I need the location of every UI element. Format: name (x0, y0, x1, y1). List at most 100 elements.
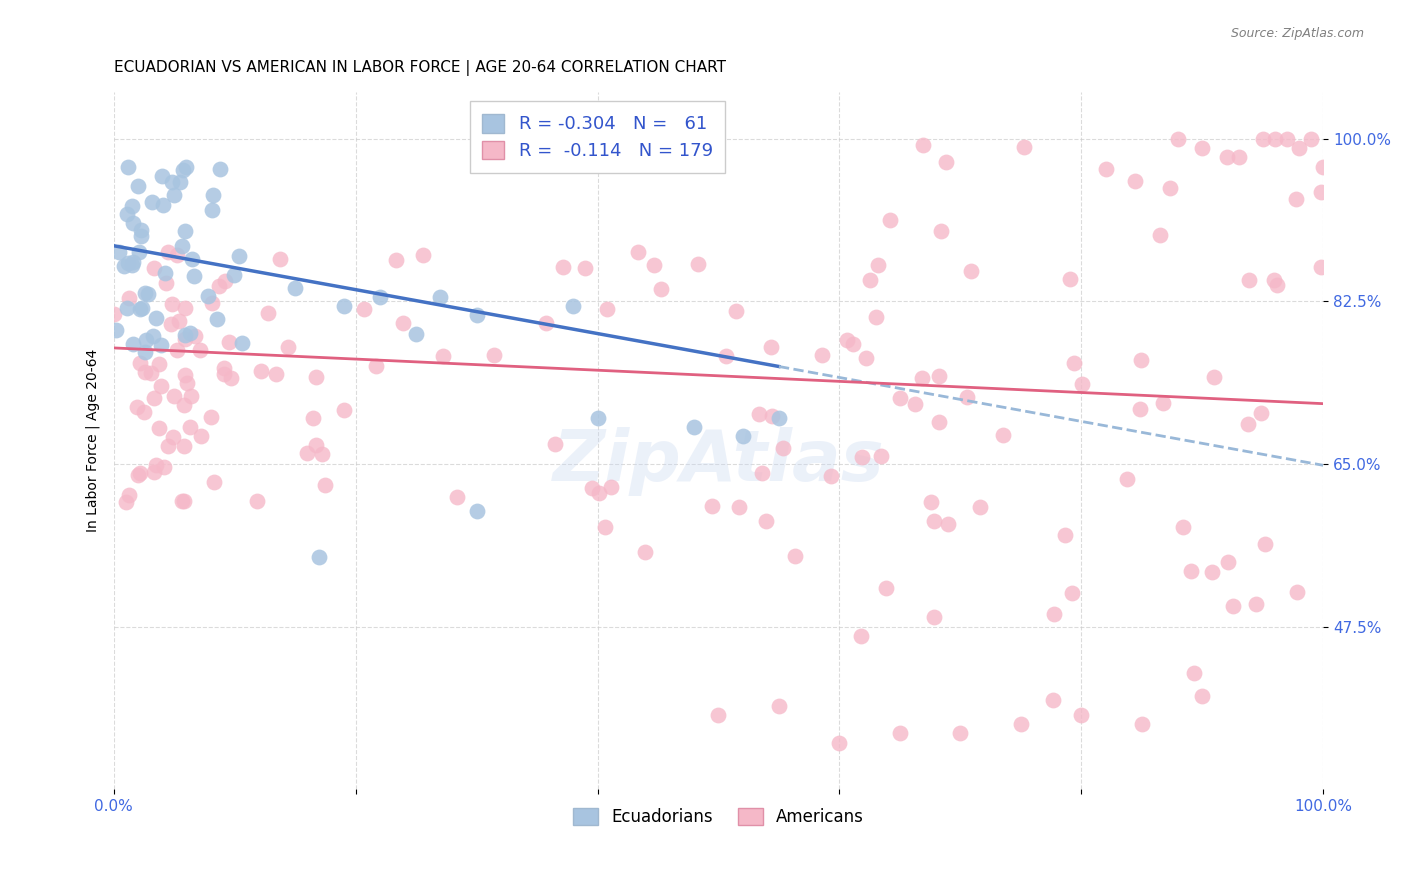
Americans (172, 494, 194, 508)
Ecuadorians (117, 301, 139, 316)
Americans (1042, 693, 1064, 707)
Americans (991, 428, 1014, 442)
Ecuadorians (136, 287, 159, 301)
Americans (1043, 607, 1066, 622)
Ecuadorians (202, 188, 225, 202)
Americans (929, 223, 952, 237)
Americans (1130, 352, 1153, 367)
Americans (332, 403, 354, 417)
Americans (269, 252, 291, 267)
Americans (166, 248, 188, 262)
Americans (1152, 396, 1174, 410)
Americans (141, 367, 163, 381)
Ecuadorians (127, 179, 149, 194)
Americans (1309, 260, 1331, 275)
Americans (412, 248, 434, 262)
Americans (160, 296, 183, 310)
Ecuadorians (152, 198, 174, 212)
Americans (127, 468, 149, 483)
Americans (1215, 151, 1237, 165)
Americans (772, 441, 794, 455)
Ecuadorians (117, 256, 139, 270)
Americans (1264, 132, 1286, 146)
Americans (1116, 472, 1139, 486)
Americans (295, 446, 318, 460)
Americans (581, 481, 603, 495)
Americans (1301, 132, 1323, 146)
Ecuadorians (122, 336, 145, 351)
Americans (922, 515, 945, 529)
Americans (201, 296, 224, 310)
Americans (828, 736, 851, 750)
Ecuadorians (112, 260, 135, 274)
Americans (129, 466, 152, 480)
Americans (811, 348, 834, 362)
Ecuadorians (683, 420, 706, 434)
Ecuadorians (222, 268, 245, 282)
Ecuadorians (115, 207, 138, 221)
Americans (212, 361, 235, 376)
Americans (855, 351, 877, 366)
Americans (1285, 584, 1308, 599)
Americans (595, 301, 617, 316)
Americans (725, 304, 748, 318)
Americans (127, 400, 149, 414)
Ecuadorians (174, 160, 197, 174)
Americans (160, 317, 183, 331)
Americans (1239, 273, 1261, 287)
Americans (1171, 520, 1194, 534)
Americans (634, 545, 657, 559)
Americans (959, 264, 981, 278)
Americans (1014, 140, 1036, 154)
Americans (1191, 690, 1213, 704)
Americans (246, 493, 269, 508)
Americans (1254, 537, 1277, 551)
Ecuadorians (141, 195, 163, 210)
Americans (870, 450, 893, 464)
Americans (353, 301, 375, 316)
Ecuadorians (209, 161, 232, 176)
Americans (835, 333, 858, 347)
Ecuadorians (768, 410, 790, 425)
Americans (551, 260, 574, 275)
Ecuadorians (108, 245, 131, 260)
Ecuadorians (731, 429, 754, 443)
Ecuadorians (150, 169, 173, 183)
Ecuadorians (183, 269, 205, 284)
Americans (150, 379, 173, 393)
Americans (173, 301, 195, 315)
Americans (935, 155, 957, 169)
Americans (1062, 586, 1084, 600)
Ecuadorians (129, 229, 152, 244)
Americans (841, 337, 863, 351)
Americans (103, 307, 125, 321)
Americans (257, 306, 280, 320)
Americans (1059, 272, 1081, 286)
Americans (1159, 181, 1181, 195)
Americans (305, 438, 328, 452)
Americans (385, 253, 408, 268)
Americans (1263, 272, 1285, 286)
Americans (302, 410, 325, 425)
Americans (1054, 528, 1077, 542)
Americans (366, 359, 388, 374)
Americans (115, 494, 138, 508)
Americans (148, 357, 170, 371)
Americans (716, 349, 738, 363)
Ecuadorians (121, 258, 143, 272)
Americans (156, 439, 179, 453)
Americans (162, 429, 184, 443)
Americans (761, 340, 783, 354)
Ecuadorians (105, 323, 128, 337)
Text: Source: ZipAtlas.com: Source: ZipAtlas.com (1230, 27, 1364, 40)
Americans (686, 257, 709, 271)
Americans (783, 549, 806, 564)
Americans (889, 391, 911, 405)
Americans (911, 137, 934, 152)
Ecuadorians (135, 333, 157, 347)
Text: ZipAtlas: ZipAtlas (553, 427, 884, 496)
Americans (180, 389, 202, 403)
Americans (748, 407, 770, 421)
Ecuadorians (586, 410, 609, 425)
Americans (446, 490, 468, 504)
